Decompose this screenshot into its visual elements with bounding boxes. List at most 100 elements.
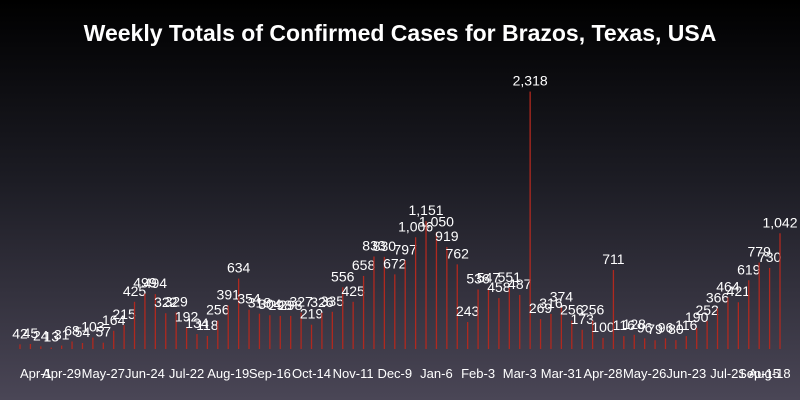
bar-value-label: 192 <box>175 309 199 325</box>
bar <box>581 329 583 349</box>
bar-value-label: 116 <box>613 317 636 333</box>
bar-value-label: 536 <box>466 270 490 286</box>
bar <box>352 301 354 349</box>
x-tick-label: Feb-3 <box>461 366 495 381</box>
bar-value-label: 96 <box>658 319 674 335</box>
bar <box>29 344 32 349</box>
bar-value-label: 672 <box>383 255 407 271</box>
bar-value-label: 128 <box>623 316 647 332</box>
bar-value-label: 318 <box>248 295 272 311</box>
bar-value-label: 326 <box>310 294 334 310</box>
bar <box>342 287 344 349</box>
bar-value-label: 57 <box>96 324 112 340</box>
bar-value-label: 118 <box>196 317 219 333</box>
bar-value-label: 316 <box>539 295 563 311</box>
bar-value-label: 830 <box>373 238 397 254</box>
bar-value-label: 100 <box>591 319 615 335</box>
bar-value-label: 421 <box>727 283 751 299</box>
bar <box>623 336 625 349</box>
bar <box>217 320 219 349</box>
bar-value-label: 24 <box>33 327 49 343</box>
bar <box>487 288 490 349</box>
bar <box>123 325 125 349</box>
bar-value-label: 919 <box>435 228 459 244</box>
bar-value-label: 425 <box>341 283 365 299</box>
bar <box>654 340 656 349</box>
bar-value-label: 322 <box>154 294 178 310</box>
bar-value-label: 298 <box>279 297 303 313</box>
bar <box>727 297 729 349</box>
bar-value-label: 96 <box>637 319 653 335</box>
bar-value-label: 487 <box>508 276 532 292</box>
bar-value-label: 42 <box>12 325 28 341</box>
bar <box>602 337 604 349</box>
bar-value-label: 80 <box>668 321 684 337</box>
bar <box>248 309 250 349</box>
bar-value-label: 164 <box>102 312 126 328</box>
bar <box>383 256 386 349</box>
x-tick-label: Aug-18 <box>749 366 791 381</box>
x-tick-label: Apr-1 <box>20 366 52 381</box>
bar-value-label: 1,042 <box>762 214 797 230</box>
bar-value-label: 54 <box>75 324 91 340</box>
bar-value-label: 779 <box>748 243 772 259</box>
bar-value-label: 499 <box>133 275 157 291</box>
bar <box>154 294 156 349</box>
bar-value-label: 374 <box>550 288 574 304</box>
bar <box>737 302 740 349</box>
bar <box>508 287 510 349</box>
bar-value-label: 658 <box>352 257 376 273</box>
bar <box>529 91 531 350</box>
bar-value-label: 252 <box>695 302 719 318</box>
bar-value-label: 134 <box>185 315 209 331</box>
bar <box>716 308 719 349</box>
bar <box>40 346 42 349</box>
bar-value-label: 2,318 <box>513 73 548 89</box>
x-tick-label: Jan-6 <box>420 366 453 381</box>
bar <box>373 256 375 349</box>
bar-value-label: 256 <box>560 302 584 318</box>
bar <box>175 312 177 349</box>
bar <box>456 264 458 349</box>
bar-value-label: 556 <box>331 268 355 284</box>
bar-value-label: 219 <box>300 306 324 322</box>
bar <box>591 320 594 349</box>
bar <box>696 327 698 349</box>
x-tick-label: May-27 <box>82 366 125 381</box>
bar <box>539 319 542 349</box>
bar-value-label: 619 <box>737 261 761 277</box>
bar <box>768 267 771 349</box>
bar-value-label: 730 <box>758 249 782 265</box>
bar <box>758 262 760 349</box>
bar-value-label: 13 <box>43 329 59 345</box>
bar <box>165 313 167 349</box>
bar <box>300 312 302 349</box>
bar-value-label: 458 <box>487 279 511 295</box>
x-tick-label: Apr-28 <box>583 366 622 381</box>
bar-value-label: 354 <box>237 291 261 307</box>
bar <box>685 336 687 349</box>
bar-value-label: 256 <box>581 302 605 318</box>
bar-value-label: 269 <box>529 300 553 316</box>
x-tick-label: Jul-22 <box>169 366 204 381</box>
bar-value-label: 711 <box>602 251 625 267</box>
bar <box>362 275 365 349</box>
bar <box>331 311 333 349</box>
x-tick-label: Apr-29 <box>42 366 81 381</box>
bar <box>60 345 63 349</box>
bar-value-label: 762 <box>446 245 470 261</box>
bar <box>633 334 635 349</box>
bar <box>404 260 406 349</box>
bar-value-label: 243 <box>456 303 480 319</box>
bar <box>196 334 198 349</box>
bar-value-label: 494 <box>144 275 168 291</box>
bar <box>310 324 313 349</box>
bar <box>237 278 240 349</box>
bar <box>227 305 229 349</box>
x-tick-label: Aug-19 <box>207 366 249 381</box>
bar <box>279 315 281 349</box>
bar <box>446 246 448 349</box>
bar-value-label: 797 <box>394 241 418 257</box>
bar <box>102 342 104 349</box>
